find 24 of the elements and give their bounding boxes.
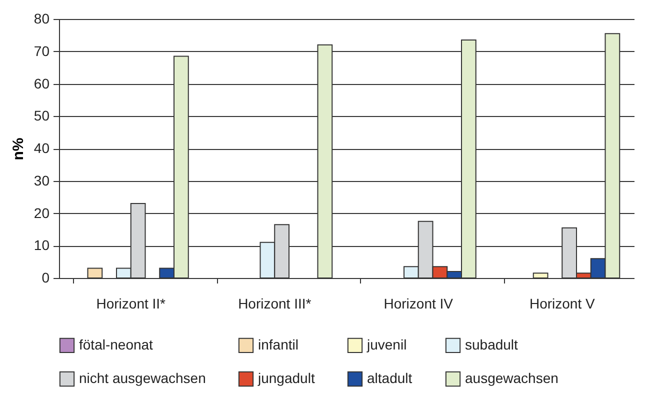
- legend-label: altadult: [367, 370, 412, 386]
- y-tick-label: 30: [34, 172, 50, 188]
- legend-label: jungadult: [257, 370, 315, 386]
- x-tick-label: Horizont III*: [238, 296, 312, 312]
- legend-label: juvenil: [366, 336, 407, 352]
- x-tick-label: Horizont V: [529, 296, 596, 312]
- legend-label: infantil: [258, 336, 298, 352]
- legend-label: subadult: [465, 336, 518, 352]
- bar: [87, 268, 103, 278]
- legend-label: nicht ausgewachsen: [79, 370, 206, 386]
- y-tick-label: 20: [34, 204, 50, 221]
- y-tick-label: 50: [34, 108, 50, 124]
- y-tick-label: 0: [42, 270, 50, 286]
- y-axis-title: n%: [10, 138, 27, 160]
- y-tick-label: 80: [34, 10, 50, 26]
- y-tick-label: 40: [34, 140, 50, 156]
- y-tick-label: 10: [34, 237, 50, 254]
- legend-label: ausgewachsen: [465, 370, 558, 386]
- x-tick-label: Horizont IV: [384, 296, 454, 312]
- y-tick-label: 60: [34, 75, 50, 92]
- x-tick-label: Horizont II*: [96, 296, 166, 312]
- legend-label: fötal-neonat: [79, 336, 154, 352]
- y-tick-label: 70: [34, 42, 50, 59]
- bar: [532, 272, 548, 278]
